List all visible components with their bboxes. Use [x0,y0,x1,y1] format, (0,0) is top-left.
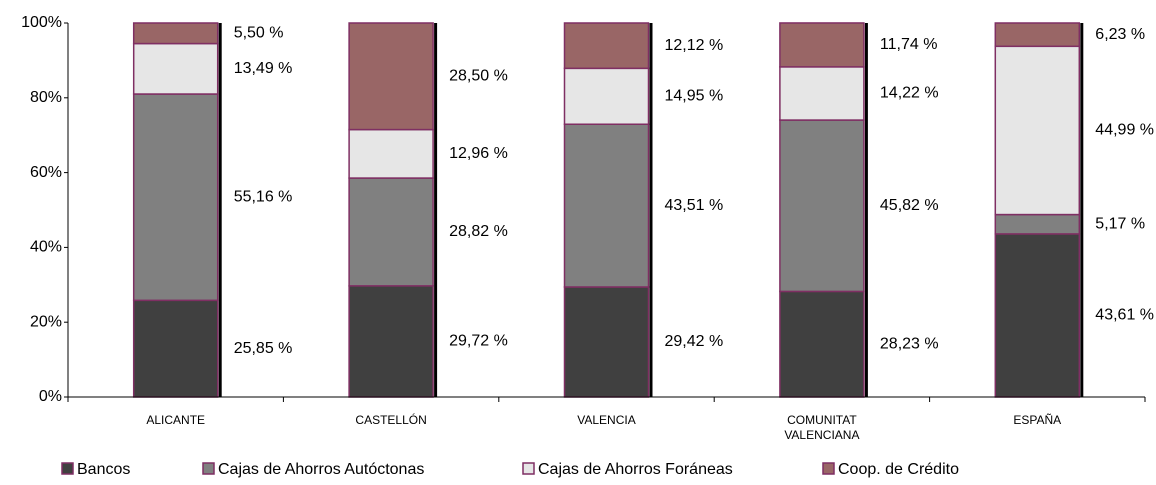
legend-label: Bancos [77,461,130,478]
bar-segment [779,66,865,121]
bar-shadow [434,23,438,397]
value-label: 12,96 % [449,145,508,162]
x-tick-label: VALENCIA [577,413,636,427]
bar-segment [994,45,1081,216]
bar-shadow [218,23,222,397]
bar-segment [994,22,1081,48]
value-label: 5,50 % [234,25,284,42]
value-label: 43,51 % [665,197,724,214]
y-tick-label: 80% [30,89,62,106]
value-label: 14,22 % [880,85,939,102]
legend-label: Cajas de Ahorros Autóctonas [218,461,424,478]
bar-segment [132,93,219,302]
value-label: 5,17 % [1095,215,1145,232]
value-label: 43,61 % [1095,307,1154,324]
legend-swatch [822,462,835,475]
bar-segment [348,285,434,398]
x-tick-label: COMUNITAT VALENCIANA [784,413,860,442]
bar-segment [779,290,865,398]
bar-segment [348,128,434,179]
bar-segment [563,67,650,125]
bar-segment [132,42,219,95]
legend-label: Coop. de Crédito [838,461,959,478]
bar-segment [348,177,434,287]
bar-shadow [649,23,653,397]
value-label: 25,85 % [234,340,293,357]
bar-segment [348,22,434,131]
legend-label: Cajas de Ahorros Foráneas [538,461,733,478]
value-label: 29,42 % [665,333,724,350]
y-tick-label: 40% [30,239,62,256]
y-tick-label: 0% [39,388,62,405]
value-label: 29,72 % [449,333,508,350]
y-tick-label: 60% [30,164,62,181]
bar-segment [563,286,650,398]
bar-segment [132,22,219,45]
y-tick-label: 20% [30,313,62,330]
x-tick-label: ESPAÑA [1013,413,1062,427]
bar-segment [779,22,865,68]
value-label: 28,50 % [449,68,508,85]
bar-shadow [864,23,868,397]
legend-swatch [202,462,215,475]
value-label: 45,82 % [880,197,939,214]
bar-segment [132,299,219,398]
bar-segment [994,213,1081,235]
x-tick-label: ALICANTE [146,413,206,427]
value-label: 11,74 % [880,36,938,53]
value-label: 13,49 % [234,60,293,77]
value-label: 28,23 % [880,335,939,352]
legend-swatch [61,462,74,475]
bar-segment [779,119,865,293]
bar-segment [563,123,650,288]
value-label: 55,16 % [234,188,293,205]
legend-swatch [522,462,535,475]
value-label: 6,23 % [1095,26,1145,43]
value-label: 28,82 % [449,223,508,240]
value-label: 44,99 % [1095,122,1154,139]
bar-segment [994,233,1081,398]
x-tick-label: CASTELLÓN [355,413,427,427]
bar-shadow [1080,23,1084,397]
value-label: 12,12 % [665,37,724,54]
value-label: 14,95 % [665,88,724,105]
y-tick-label: 100% [21,14,62,31]
bar-segment [563,22,650,70]
